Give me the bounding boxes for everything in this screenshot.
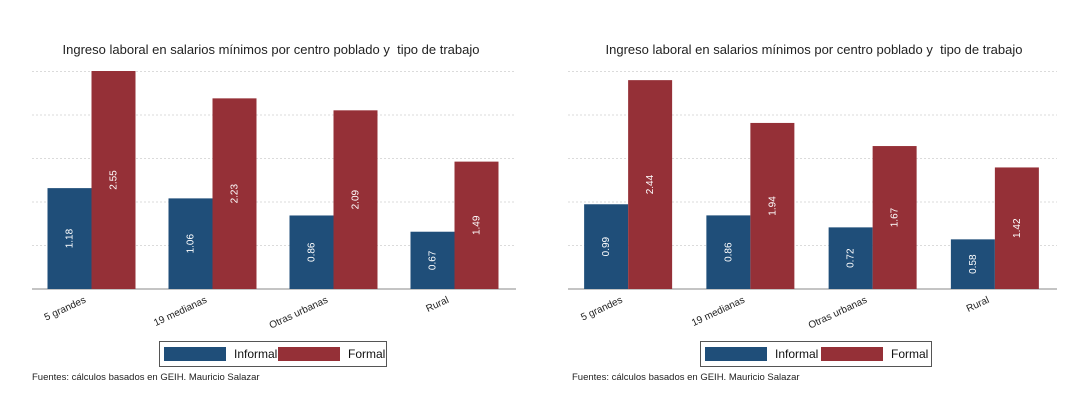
category-label: 19 medianas	[152, 295, 209, 329]
bar-formal-3	[333, 110, 378, 289]
bar-value-label: 2.44	[645, 174, 656, 194]
bar-value-label: 0.99	[601, 236, 612, 256]
source-note: Fuentes: cálculos basados en GEIH. Mauri…	[32, 372, 260, 383]
bar-formal-3	[872, 146, 917, 289]
bar-formal-4	[454, 161, 499, 289]
legend-label-informal: Informal	[775, 347, 819, 361]
category-label: 5 grandes	[579, 295, 624, 324]
bar-value-label: 0.67	[428, 250, 439, 270]
bar-value-label: 2.55	[109, 170, 120, 190]
legend-swatch-informal	[705, 347, 767, 361]
chart-panel-right: Ingreso laboral en salarios mínimos por …	[536, 0, 1072, 409]
source-note: Fuentes: cálculos basados en GEIH. Mauri…	[572, 372, 800, 383]
bar-chart-left: 1.18 2.55 5 grandes 1.06 2.23 19 medianas 0.86…	[32, 71, 516, 332]
category-label: 5 grandes	[43, 295, 88, 324]
bar-chart-right: 0.99 2.44 5 grandes 0.86 1.94 19 medianas 0.72…	[568, 71, 1057, 332]
bar-informal-3	[828, 227, 873, 289]
bar-value-label: 1.67	[890, 207, 901, 227]
legend-swatch-informal	[164, 347, 226, 361]
bar-value-label: 2.23	[230, 184, 241, 204]
bar-formal-4	[994, 167, 1039, 289]
category-label: 19 medianas	[690, 295, 747, 329]
bar-formal-1	[628, 80, 673, 289]
bar-informal-3	[289, 215, 334, 289]
bar-value-label: 1.06	[186, 234, 197, 254]
category-label: Otras urbanas	[268, 295, 330, 332]
bar-formal-2	[212, 98, 257, 289]
bar-informal-2	[168, 198, 213, 289]
bar-value-label: 1.18	[65, 228, 76, 248]
category-label: Otras urbanas	[807, 295, 869, 332]
bar-informal-1	[584, 204, 629, 289]
chart-title: Ingreso laboral en salarios mínimos por …	[605, 42, 1023, 57]
bar-value-label: 0.72	[846, 248, 857, 268]
bar-informal-1	[47, 188, 92, 289]
bar-value-label: 2.09	[351, 189, 362, 209]
bar-value-label: 1.94	[767, 196, 778, 216]
bar-informal-4	[950, 239, 995, 289]
legend-swatch-formal	[821, 347, 883, 361]
chart-legend: Informal Formal	[159, 341, 387, 367]
legend-label-formal: Formal	[891, 347, 929, 361]
chart-panel-left: Ingreso laboral en salarios mínimos por …	[0, 0, 536, 409]
chart-title: Ingreso laboral en salarios mínimos por …	[62, 42, 480, 57]
legend-swatch-formal	[278, 347, 340, 361]
legend-label-formal: Formal	[348, 347, 386, 361]
bar-formal-2	[750, 122, 795, 289]
bar-value-label: 0.58	[968, 254, 979, 274]
bar-informal-4	[410, 231, 455, 289]
bar-value-label: 0.86	[723, 242, 734, 262]
chart-legend: Informal Formal	[700, 341, 932, 367]
category-label: Rural	[965, 295, 991, 315]
bar-formal-1	[91, 71, 136, 289]
legend-label-informal: Informal	[234, 347, 278, 361]
bar-value-label: 1.49	[472, 215, 483, 235]
category-label: Rural	[424, 295, 450, 315]
bar-informal-2	[706, 215, 751, 289]
bar-value-label: 0.86	[307, 242, 318, 262]
bar-value-label: 1.42	[1012, 218, 1023, 238]
